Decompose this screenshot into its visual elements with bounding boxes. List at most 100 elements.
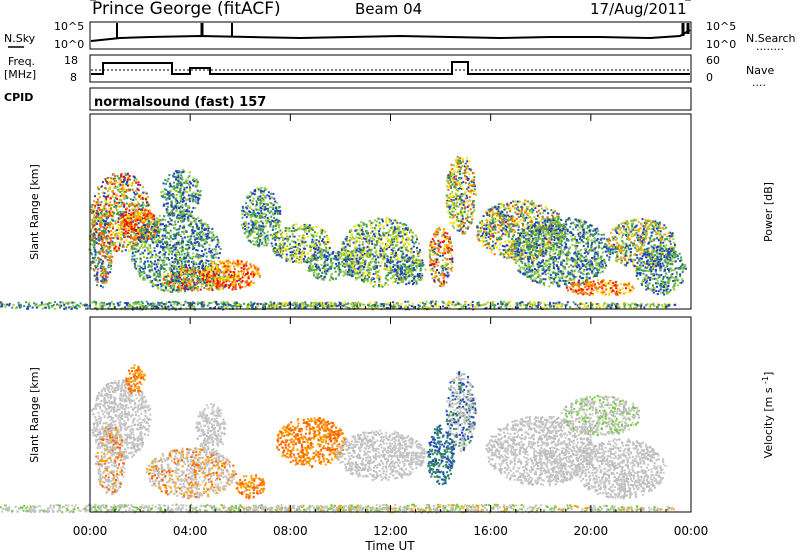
range-cell [95, 251, 97, 253]
range-cell [263, 232, 265, 234]
range-cell [273, 225, 275, 227]
range-cell [205, 233, 207, 235]
range-cell [187, 216, 189, 218]
range-cell [188, 205, 190, 207]
range-cell [136, 258, 138, 260]
range-cell [225, 284, 227, 286]
range-cell [149, 251, 151, 253]
range-cell [123, 219, 125, 221]
range-cell [189, 272, 191, 274]
range-cell [307, 270, 309, 272]
range-cell [206, 268, 208, 270]
range-cell [391, 229, 393, 231]
range-cell [396, 220, 398, 222]
range-cell [384, 263, 386, 265]
range-cell [223, 270, 225, 272]
range-cell [258, 212, 260, 214]
range-cell [146, 277, 148, 279]
range-cell [172, 289, 174, 291]
range-cell [264, 195, 266, 197]
range-cell [130, 228, 132, 230]
range-cell [100, 214, 102, 216]
range-cell [201, 227, 203, 229]
range-cell [180, 272, 182, 274]
range-cell [190, 223, 192, 225]
range-cell [383, 256, 385, 258]
range-cell [166, 212, 168, 214]
range-cell [247, 195, 249, 197]
range-cell [158, 219, 160, 221]
range-cell [139, 272, 141, 274]
range-cell [120, 173, 122, 175]
range-cell [163, 278, 165, 280]
range-cell [348, 269, 350, 271]
range-cell [330, 262, 332, 264]
range-cell [130, 214, 132, 216]
range-cell [163, 290, 165, 292]
range-cell [194, 221, 196, 223]
range-cell [256, 226, 258, 228]
range-cell [259, 239, 261, 241]
range-cell [390, 227, 392, 229]
range-cell [182, 169, 184, 171]
range-cell [401, 260, 403, 262]
range-cell [107, 222, 109, 224]
range-cell [335, 252, 337, 254]
range-cell [416, 267, 418, 269]
range-cell [114, 236, 116, 238]
range-cell [167, 221, 169, 223]
range-cell [164, 282, 166, 284]
range-cell [251, 215, 253, 217]
range-cell [179, 209, 181, 211]
range-cell [123, 181, 125, 183]
range-cell [243, 265, 245, 267]
range-cell [105, 245, 107, 247]
range-cell [344, 272, 346, 274]
range-cell [264, 236, 266, 238]
range-cell [153, 235, 155, 237]
range-cell [112, 220, 114, 222]
range-cell [127, 219, 129, 221]
range-cell [170, 240, 172, 242]
range-cell [264, 217, 266, 219]
range-cell [177, 221, 179, 223]
range-cell [250, 202, 252, 204]
range-cell [188, 255, 190, 257]
range-cell [268, 195, 270, 197]
range-cell [99, 237, 101, 239]
range-cell [330, 258, 332, 260]
range-cell [368, 269, 370, 271]
range-cell [140, 261, 142, 263]
range-cell [338, 266, 340, 268]
range-cell [118, 205, 120, 207]
range-cell [301, 228, 303, 230]
range-cell [139, 253, 141, 255]
range-cell [318, 247, 320, 249]
range-cell [178, 258, 180, 260]
range-cell [356, 277, 358, 279]
range-cell [97, 268, 99, 270]
range-cell [155, 271, 157, 273]
range-cell [135, 248, 137, 250]
range-cell [321, 252, 323, 254]
range-cell [351, 258, 353, 260]
range-cell [188, 215, 190, 217]
range-cell [385, 282, 387, 284]
nsky-label: N.Sky [4, 32, 36, 45]
range-cell [281, 234, 283, 236]
range-cell [250, 233, 252, 235]
range-cell [262, 228, 264, 230]
range-cell [371, 243, 373, 245]
range-cell [187, 289, 189, 291]
range-cell [324, 276, 326, 278]
range-cell [144, 234, 146, 236]
range-cell [405, 228, 407, 230]
range-cell [375, 250, 377, 252]
range-cell [164, 235, 166, 237]
range-cell [174, 221, 176, 223]
range-cell [193, 261, 195, 263]
range-cell [184, 287, 186, 289]
range-cell [148, 220, 150, 222]
range-cell [206, 288, 208, 290]
range-cell [189, 267, 191, 269]
